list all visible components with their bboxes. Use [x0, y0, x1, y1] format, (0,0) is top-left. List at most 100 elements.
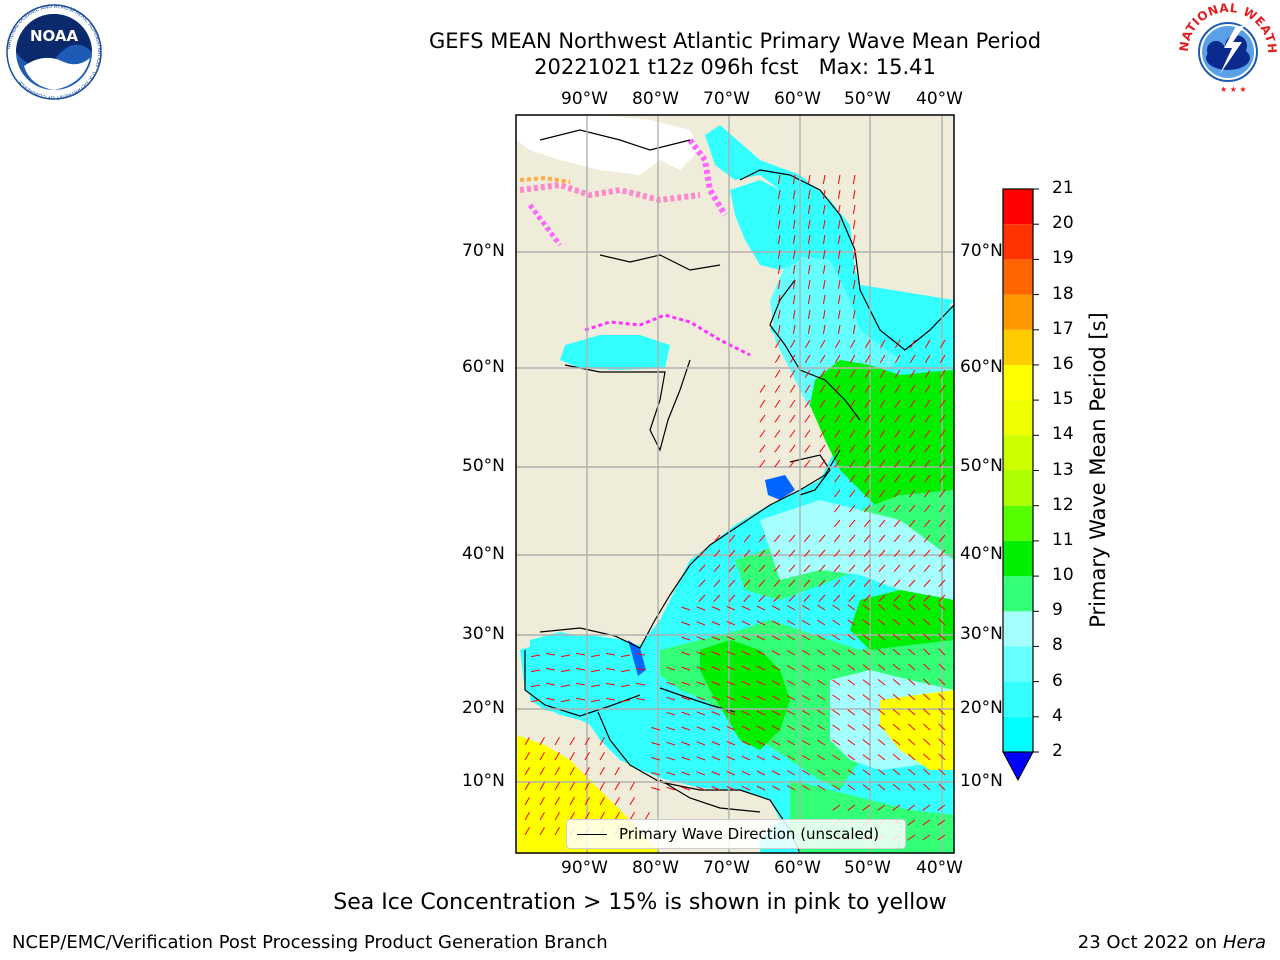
wave-arrow-145: [819, 429, 826, 438]
wave-arrow-536: [771, 755, 781, 761]
wave-arrow-161: [864, 444, 871, 453]
wave-arrow-451: [862, 694, 871, 701]
wave-arrow-316: [711, 621, 721, 626]
colorbar-tick-label: 8: [1052, 635, 1063, 656]
wave-arrow-513: [817, 739, 826, 746]
wave-arrow-323: [817, 619, 826, 626]
wave-arrow-66: [774, 339, 781, 349]
wave-arrow-58: [837, 309, 841, 319]
wave-arrow-352: [561, 654, 571, 658]
wave-arrow-598: [877, 784, 886, 791]
wave-arrow-498: [554, 736, 560, 746]
wave-arrow-166: [939, 444, 946, 453]
wave-arrow-415: [726, 680, 736, 686]
colorbar-band-3: [1003, 611, 1033, 647]
wave-arrow-442: [726, 695, 736, 701]
wave-arrow-25: [792, 234, 796, 244]
colorbar-tick-label: 15: [1052, 389, 1074, 410]
wave-arrow-390: [756, 665, 766, 671]
wave-arrow-198: [864, 504, 871, 513]
wave-arrow-501: [599, 736, 605, 746]
wave-arrow-126: [924, 399, 931, 408]
wave-arrow-594: [817, 784, 826, 791]
wave-arrow-36: [777, 264, 781, 274]
wave-arrow-209: [908, 519, 916, 528]
lat-label-left: 10°N: [462, 771, 505, 791]
wave-arrow-336: [741, 635, 751, 641]
wave-arrow-303: [786, 605, 796, 611]
wave-arrow-123: [879, 399, 886, 408]
wave-arrow-48: [777, 294, 781, 304]
lon-label-top: 90°W: [561, 89, 608, 109]
wave-arrow-569: [862, 769, 871, 776]
wave-arrow-79: [789, 354, 796, 363]
wave-arrow-113: [924, 384, 931, 393]
wave-arrow-481: [726, 725, 736, 731]
wave-arrow-271: [833, 579, 841, 587]
wave-arrow-135: [864, 414, 871, 423]
wave-arrow-494: [923, 723, 931, 731]
wave-arrow-163: [894, 444, 901, 453]
wave-arrow-245: [698, 564, 706, 573]
wave-arrow-495: [938, 723, 946, 731]
wave-arrow-52: [837, 294, 841, 304]
wave-arrow-618: [937, 804, 946, 811]
wave-arrow-543: [877, 754, 886, 761]
wave-arrow-341: [817, 634, 826, 641]
wave-arrow-620: [539, 811, 545, 821]
wave-arrow-551: [569, 766, 575, 776]
wave-arrow-386: [696, 666, 706, 671]
wave-arrow-266: [758, 579, 766, 587]
wave-arrow-537: [786, 755, 796, 761]
wave-arrow-270: [818, 579, 826, 587]
wave-arrow-427: [907, 678, 916, 686]
wave-arrow-638: [554, 826, 560, 836]
wave-arrow-363: [756, 650, 766, 656]
wave-arrow-203: [939, 504, 946, 513]
wave-arrow-143: [789, 429, 796, 438]
wave-arrow-358: [681, 651, 691, 656]
wave-arrow-68: [804, 339, 811, 349]
wave-arrow-137: [894, 414, 901, 423]
wave-arrow-447: [802, 694, 811, 701]
wave-arrow-394: [817, 664, 826, 671]
wave-arrow-437: [636, 697, 646, 701]
wave-arrow-356: [621, 654, 631, 658]
wave-arrow-406: [576, 682, 586, 686]
wave-arrow-265: [743, 579, 751, 587]
wave-arrow-389: [741, 665, 751, 671]
footer-date: 23 Oct 2022 on Hera: [1078, 932, 1266, 953]
wave-arrow-49: [792, 294, 796, 304]
wave-arrow-111: [894, 384, 901, 393]
lon-label-top: 70°W: [703, 89, 750, 109]
wave-arrow-506: [711, 741, 721, 746]
wave-arrow-62: [807, 324, 811, 334]
wave-arrow-155: [774, 444, 781, 453]
wave-arrow-295: [938, 594, 946, 602]
wave-arrow-277: [923, 579, 931, 587]
wave-arrow-285: [788, 594, 796, 602]
wave-arrow-215: [758, 534, 766, 543]
wave-arrow-105: [804, 384, 811, 393]
wave-arrow-611: [832, 804, 841, 811]
wave-arrow-108: [849, 384, 856, 393]
wave-arrow-365: [786, 650, 796, 656]
wave-arrow-460: [711, 711, 721, 716]
wave-arrow-589: [741, 785, 751, 791]
wave-arrow-375: [938, 648, 946, 656]
wave-arrow-301: [756, 605, 766, 611]
wave-arrow-563: [771, 770, 781, 776]
wave-arrow-205: [848, 519, 856, 528]
wave-arrow-116: [774, 399, 781, 408]
wave-arrow-338: [771, 635, 781, 641]
wave-arrow-564: [786, 770, 796, 776]
lon-label-bottom: 80°W: [632, 858, 679, 878]
wave-arrow-422: [832, 679, 841, 686]
lon-label-top: 50°W: [844, 89, 891, 109]
wave-arrow-519: [907, 738, 916, 746]
wave-arrow-199: [879, 504, 886, 513]
wave-arrow-200: [894, 504, 901, 513]
wave-arrow-374: [923, 648, 931, 656]
wave-arrow-637: [539, 826, 545, 836]
wave-arrow-157: [804, 444, 811, 453]
